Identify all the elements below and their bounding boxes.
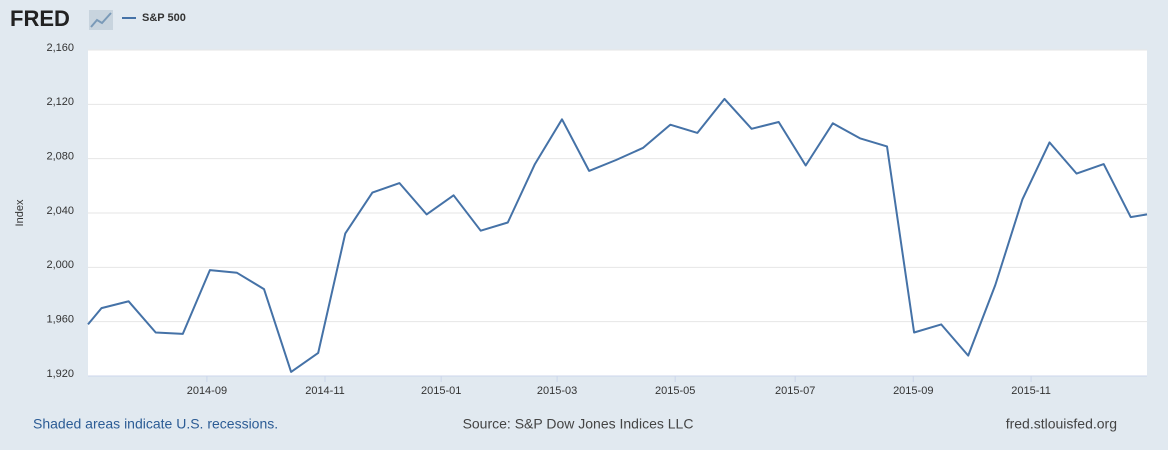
y-tick-label: 1,920 bbox=[46, 368, 74, 380]
y-tick-label: 2,000 bbox=[46, 259, 74, 271]
footer-url[interactable]: fred.stlouisfed.org bbox=[1006, 416, 1117, 432]
y-tick-label: 2,080 bbox=[46, 151, 74, 163]
footer-source: Source: S&P Dow Jones Indices LLC bbox=[463, 416, 694, 432]
x-tick-label: 2015-07 bbox=[775, 385, 815, 397]
y-tick-label: 2,120 bbox=[46, 96, 74, 108]
legend-label: S&P 500 bbox=[142, 12, 186, 24]
series-line bbox=[87, 97, 1148, 373]
footer-note[interactable]: Shaded areas indicate U.S. recessions. bbox=[33, 416, 278, 432]
x-tick-label: 2015-03 bbox=[537, 385, 577, 397]
x-tick-label: 2015-09 bbox=[893, 385, 933, 397]
x-tick-label: 2015-11 bbox=[1011, 385, 1051, 397]
brand-logo: FRED bbox=[10, 6, 70, 31]
x-tick-label: 2014-11 bbox=[305, 385, 345, 397]
y-tick-label: 1,960 bbox=[46, 314, 74, 326]
y-tick-label: 2,160 bbox=[46, 42, 74, 54]
x-tick-label: 2015-01 bbox=[421, 385, 461, 397]
y-tick-label: 2,040 bbox=[46, 205, 74, 217]
logo-icon bbox=[89, 10, 113, 30]
x-tick-label: 2014-09 bbox=[187, 385, 227, 397]
x-tick-label: 2015-05 bbox=[655, 385, 695, 397]
y-axis-label: Index bbox=[14, 199, 26, 226]
